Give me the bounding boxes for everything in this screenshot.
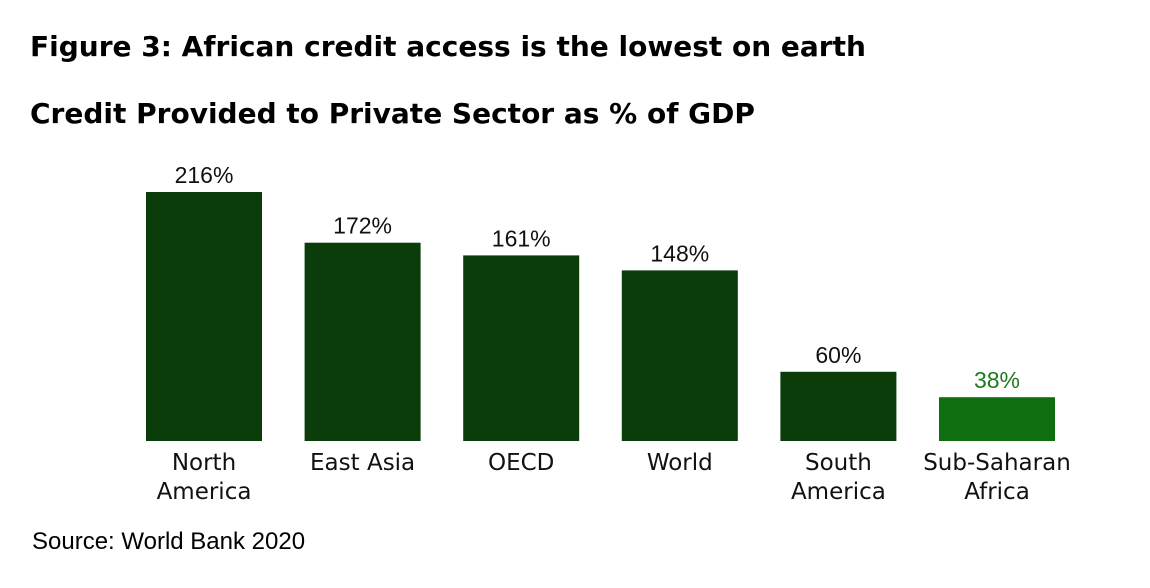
category-label-world: World bbox=[647, 450, 713, 476]
category-label-north-america: North America bbox=[157, 450, 252, 505]
bar-north-america bbox=[146, 192, 262, 441]
source-note: Source: World Bank 2020 bbox=[32, 528, 306, 555]
value-label-oecd: 161% bbox=[492, 225, 551, 251]
value-label-east-asia: 172% bbox=[333, 213, 392, 239]
bar-oecd bbox=[463, 255, 580, 441]
bar-east-asia bbox=[304, 242, 421, 441]
chart-title: Credit Provided to Private Sector as % o… bbox=[30, 97, 755, 130]
category-label-sub-saharan-africa: Sub-Saharan Africa bbox=[923, 450, 1071, 505]
bar-world bbox=[621, 270, 738, 441]
value-label-world: 148% bbox=[650, 240, 709, 266]
bar-south-america bbox=[780, 371, 897, 441]
value-label-south-america: 60% bbox=[815, 342, 861, 368]
category-label-east-asia: East Asia bbox=[310, 450, 415, 476]
category-label-oecd: OECD bbox=[488, 450, 554, 476]
value-label-north-america: 216% bbox=[175, 162, 234, 188]
category-label-south-america: South America bbox=[791, 450, 886, 505]
value-label-sub-saharan-africa: 38% bbox=[974, 367, 1020, 393]
bar-sub-saharan-africa bbox=[939, 397, 1055, 441]
figure-title: Figure 3: African credit access is the l… bbox=[30, 30, 866, 63]
